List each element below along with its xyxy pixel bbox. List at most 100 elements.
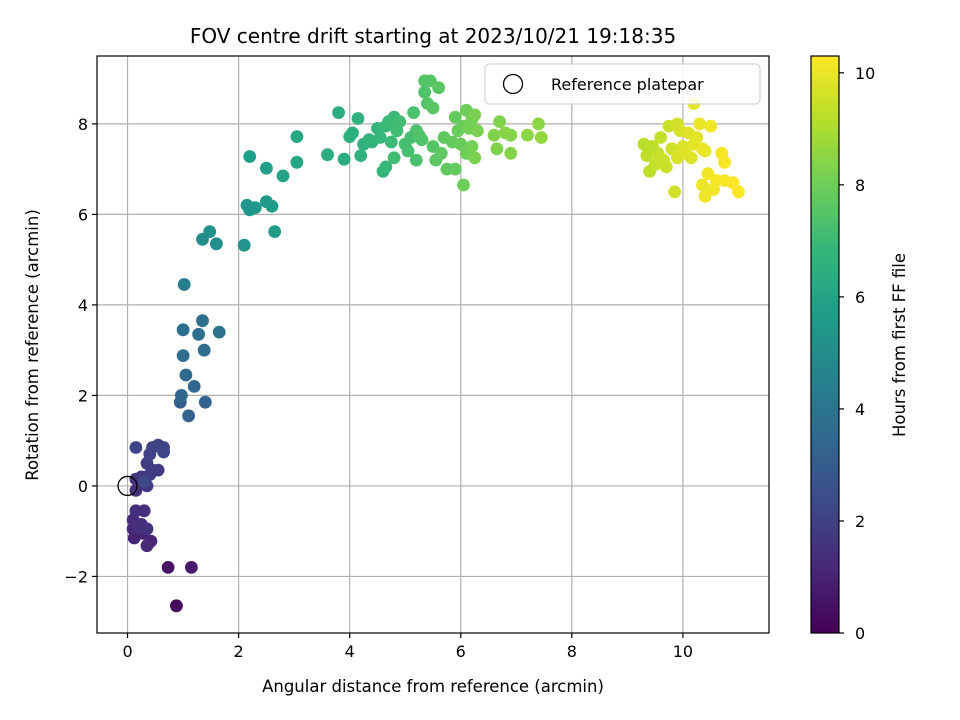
data-point xyxy=(182,409,196,423)
x-axis-ticks: 0 2 4 6 8 10 xyxy=(122,633,693,661)
y-tick-label: 8 xyxy=(78,115,88,134)
y-tick-label: 0 xyxy=(78,477,88,496)
x-tick-label: 6 xyxy=(456,642,466,661)
data-point xyxy=(337,152,351,166)
data-point xyxy=(176,349,190,362)
data-point xyxy=(504,146,518,160)
data-point xyxy=(161,561,175,574)
data-point xyxy=(260,161,273,175)
data-point xyxy=(465,140,479,153)
data-point xyxy=(668,185,681,199)
data-point xyxy=(137,475,151,488)
data-point xyxy=(192,327,206,341)
data-point xyxy=(237,238,251,252)
data-point xyxy=(177,278,191,291)
data-point xyxy=(198,395,212,409)
colorbar-tick-label: 8 xyxy=(855,176,865,195)
data-point xyxy=(332,106,345,119)
data-point xyxy=(504,128,518,142)
legend-entry-reference: Reference platepar xyxy=(551,75,704,94)
data-point xyxy=(290,155,304,169)
data-point xyxy=(170,599,183,613)
x-axis-label: Angular distance from reference (arcmin) xyxy=(262,677,604,696)
data-point xyxy=(321,148,334,162)
data-point xyxy=(426,101,440,115)
data-point xyxy=(521,128,534,142)
colorbar xyxy=(810,55,840,634)
y-tick-label: −2 xyxy=(64,567,88,586)
data-point xyxy=(468,151,482,165)
data-point xyxy=(187,380,201,393)
data-point xyxy=(732,185,745,199)
data-point xyxy=(471,124,484,138)
data-point xyxy=(434,146,448,160)
data-point xyxy=(196,314,209,328)
x-tick-label: 2 xyxy=(234,642,244,661)
data-point xyxy=(718,155,731,169)
chart-title: FOV centre drift starting at 2023/10/21 … xyxy=(190,24,676,48)
data-point xyxy=(704,119,718,133)
colorbar-tick-label: 10 xyxy=(855,64,875,83)
data-point xyxy=(487,128,501,142)
colorbar-ticks: 0 2 4 6 8 10 xyxy=(839,64,875,643)
data-point xyxy=(418,85,432,99)
data-point xyxy=(654,131,668,144)
data-point xyxy=(175,389,188,402)
data-point xyxy=(532,117,545,131)
data-point xyxy=(268,225,282,239)
data-point xyxy=(151,463,165,477)
data-point xyxy=(457,178,470,192)
data-point xyxy=(276,169,290,183)
colorbar-tick-label: 6 xyxy=(855,288,865,307)
data-points xyxy=(117,74,745,613)
data-point xyxy=(265,199,279,213)
data-point xyxy=(140,522,154,536)
data-point xyxy=(698,144,712,158)
data-point xyxy=(393,115,407,128)
reference-platepar-marker xyxy=(117,475,138,497)
data-point xyxy=(354,149,368,163)
data-point xyxy=(212,325,226,339)
data-point xyxy=(387,151,401,165)
colorbar-tick-label: 2 xyxy=(855,512,865,531)
data-point xyxy=(197,343,211,357)
data-point xyxy=(373,131,387,144)
colorbar-tick-label: 4 xyxy=(855,400,865,419)
data-point xyxy=(129,441,143,454)
gridlines xyxy=(97,56,769,633)
data-point xyxy=(243,150,257,163)
data-point xyxy=(248,201,262,215)
data-point xyxy=(690,131,704,144)
x-tick-label: 0 xyxy=(122,642,132,661)
data-point xyxy=(534,131,548,144)
data-point xyxy=(157,445,171,459)
data-point xyxy=(351,112,365,125)
data-point xyxy=(409,153,423,167)
x-tick-label: 10 xyxy=(673,642,693,661)
data-point xyxy=(379,160,393,174)
colorbar-label: Hours from first FF file xyxy=(890,253,909,437)
data-point xyxy=(137,504,151,518)
data-point xyxy=(384,135,398,149)
y-tick-label: 2 xyxy=(78,386,88,405)
data-point xyxy=(659,160,673,174)
colorbar-tick-label: 0 xyxy=(855,624,865,643)
data-point xyxy=(490,142,504,156)
y-tick-label: 4 xyxy=(78,296,88,315)
data-point xyxy=(493,115,506,128)
data-point xyxy=(290,130,304,144)
data-point xyxy=(203,225,217,239)
data-point xyxy=(415,133,429,147)
y-axis-label: Rotation from reference (arcmin) xyxy=(23,209,42,481)
data-point xyxy=(401,144,415,158)
legend: Reference platepar xyxy=(484,63,761,105)
data-point xyxy=(176,323,190,337)
data-point xyxy=(140,539,154,553)
data-point xyxy=(346,126,359,140)
plot-frame xyxy=(96,55,770,634)
data-point xyxy=(696,178,709,192)
y-axis-ticks: −2 0 2 4 6 8 xyxy=(64,115,97,586)
legend-marker-reference xyxy=(502,73,524,95)
